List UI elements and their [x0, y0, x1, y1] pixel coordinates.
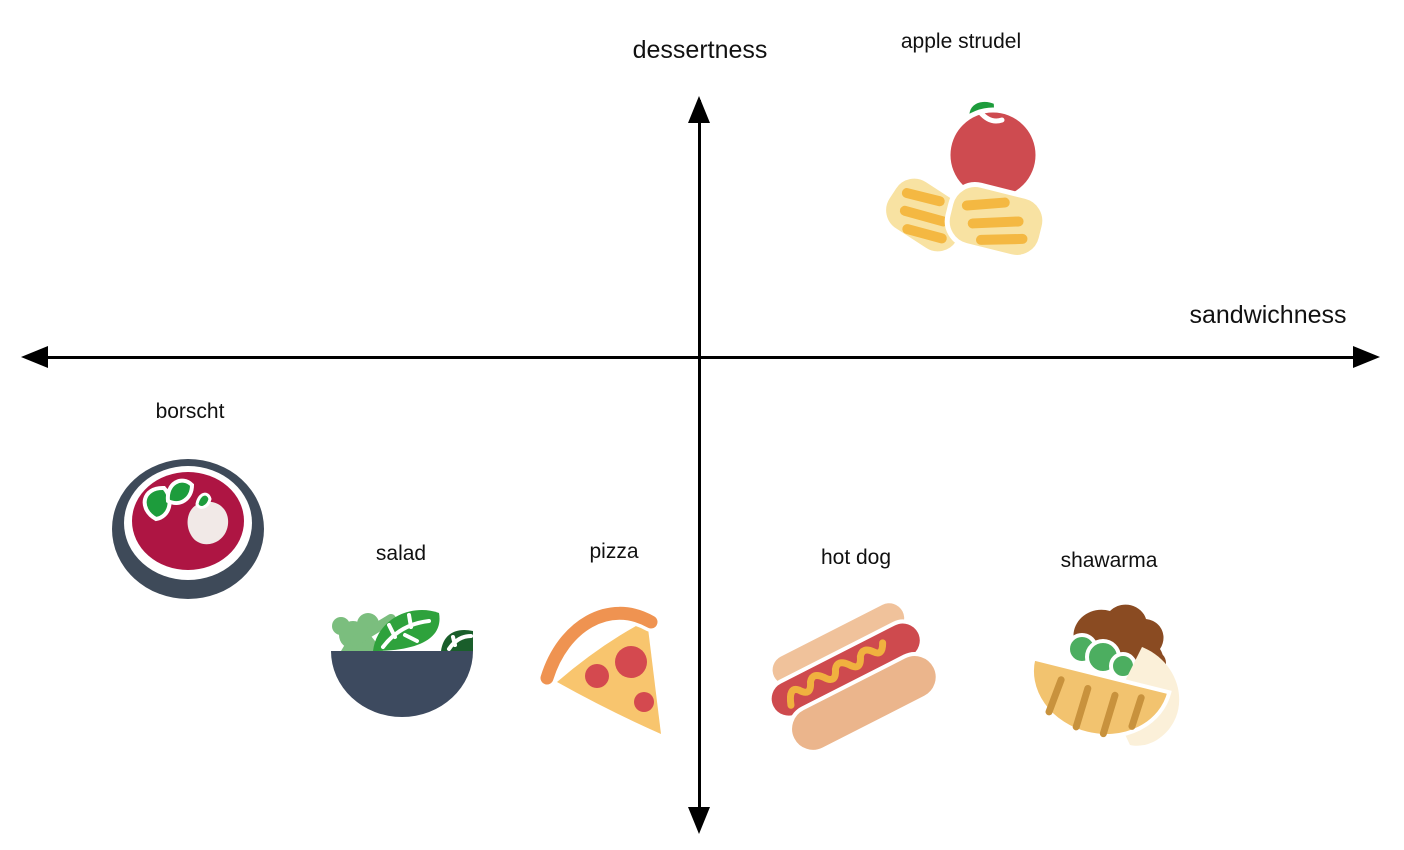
item-label-shawarma: shawarma — [1060, 549, 1158, 572]
item-label-hot-dog: hot dog — [820, 546, 892, 569]
item-label-apple-strudel: apple strudel — [900, 30, 1022, 53]
item-label-borscht: borscht — [155, 400, 225, 423]
item-label-salad: salad — [375, 542, 427, 565]
apple-strudel-icon — [881, 96, 1048, 260]
shawarma-icon — [1029, 604, 1180, 746]
arrowhead-right-icon — [1353, 346, 1380, 368]
horizontal-axis-label: sandwichness — [1189, 301, 1347, 329]
horizontal-axis-line — [38, 356, 1360, 359]
borscht-icon — [112, 459, 264, 599]
item-label-pizza: pizza — [589, 540, 639, 563]
hot-dog-icon — [767, 603, 940, 754]
arrowhead-down-icon — [688, 807, 710, 834]
arrowhead-left-icon — [21, 346, 48, 368]
pizza-icon — [537, 603, 661, 734]
vertical-axis-label: dessertness — [632, 36, 768, 64]
arrowhead-up-icon — [688, 96, 710, 123]
vertical-axis-line — [698, 100, 701, 812]
salad-icon — [331, 610, 473, 717]
